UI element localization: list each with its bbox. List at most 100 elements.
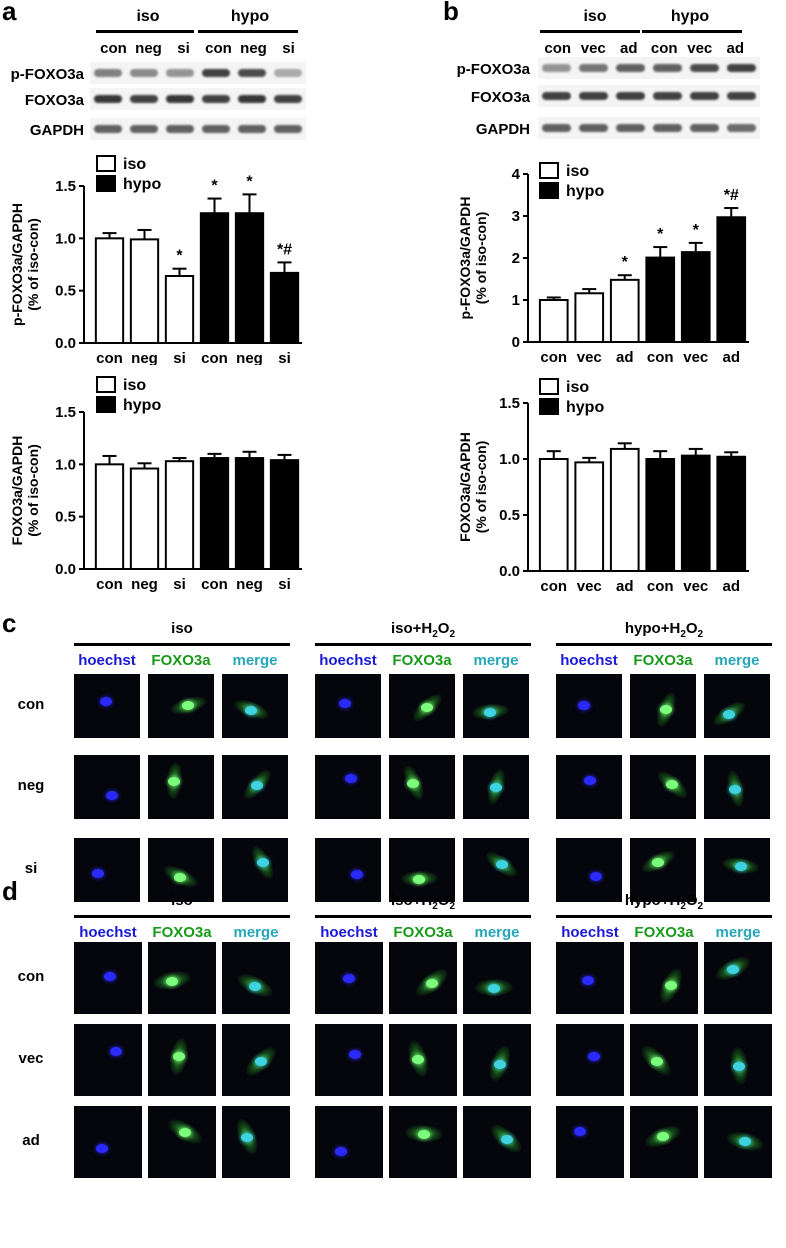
cell-nucleus xyxy=(343,974,355,983)
y-axis-label: (% of iso-con) xyxy=(25,444,41,537)
cell-nucleus xyxy=(488,984,501,994)
lane-label: neg xyxy=(135,40,162,57)
blot-band xyxy=(541,64,572,72)
lane-label: vec xyxy=(580,40,606,57)
y-tick-label: 1.0 xyxy=(55,456,76,473)
bar xyxy=(609,447,640,572)
channel-label: hoechst xyxy=(79,924,137,941)
y-tick-label: 0.0 xyxy=(55,561,76,578)
legend-label: iso xyxy=(566,163,589,180)
cell-nucleus xyxy=(334,1146,347,1156)
channel-label: merge xyxy=(715,924,761,941)
x-tick-label: neg xyxy=(236,350,263,365)
significance-label: * xyxy=(211,178,218,195)
bar xyxy=(609,278,640,343)
blot-label: GAPDH xyxy=(29,122,84,139)
blot-band xyxy=(273,95,303,103)
hoechst-image xyxy=(315,1024,383,1096)
merge-image xyxy=(463,755,529,819)
micrograph-grid-d: iso hoechst FOXO3a merge iso+H2O2 hoechst FOXO… xyxy=(0,888,786,1248)
cell-nucleus xyxy=(490,783,502,792)
channel-label: hoechst xyxy=(561,924,619,941)
bar xyxy=(538,458,569,572)
x-tick-label: si xyxy=(278,350,291,365)
lane-label: si xyxy=(282,40,295,57)
y-tick-label: 3 xyxy=(512,208,520,225)
x-tick-label: neg xyxy=(131,350,158,365)
cell-nucleus xyxy=(99,696,112,706)
group-bar-hypo-b xyxy=(642,30,742,33)
group-label-hypo-a: hypo xyxy=(230,8,270,25)
x-tick-label: si xyxy=(173,576,186,593)
subscript: 2 xyxy=(697,629,704,640)
group-bar-hypo-a xyxy=(198,30,298,33)
legend-swatch xyxy=(539,398,559,415)
hoechst-image xyxy=(315,755,381,819)
panel-letter-c: c xyxy=(2,608,17,638)
cell-nucleus xyxy=(484,707,497,717)
merge-image xyxy=(222,838,288,902)
hoechst-image xyxy=(556,942,624,1014)
foxo3a-image xyxy=(148,1024,216,1096)
channel-label: hoechst xyxy=(78,652,136,669)
blot-strip xyxy=(90,88,306,110)
blot-band xyxy=(615,124,646,132)
foxo3a-image xyxy=(389,942,457,1014)
merge-image xyxy=(704,1106,772,1178)
foxo3a-image xyxy=(630,1024,698,1096)
foxo3a-image xyxy=(630,838,696,902)
channel-label: merge xyxy=(474,924,520,941)
blot-band xyxy=(726,92,757,100)
panel-letter-b: b xyxy=(443,0,459,26)
x-tick-label: con xyxy=(647,578,674,595)
channel-label: merge xyxy=(473,652,519,669)
hoechst-image xyxy=(74,1024,142,1096)
subscript: 2 xyxy=(432,629,438,640)
subscript: 2 xyxy=(432,901,438,912)
cell-nucleus xyxy=(589,872,602,882)
row-label: vec xyxy=(18,1050,44,1067)
western-blot-a: p-FOXO3a FOXO3a GAPDH xyxy=(0,60,320,150)
blot-label: FOXO3a xyxy=(24,92,84,109)
bar xyxy=(574,461,605,572)
channel-label: merge xyxy=(714,652,760,669)
merge-image xyxy=(222,1106,290,1178)
merge-image xyxy=(222,1024,290,1096)
bar xyxy=(680,454,711,572)
subscript: 2 xyxy=(697,901,704,912)
bar xyxy=(716,216,747,343)
cell-nucleus xyxy=(664,981,677,991)
y-tick-label: 4 xyxy=(512,166,521,183)
blot-band xyxy=(93,95,123,103)
y-axis-label: p-FOXO3a/GAPDH xyxy=(9,203,25,326)
cell-nucleus xyxy=(178,1127,191,1137)
cell-nucleus xyxy=(495,860,508,870)
legend-label: hypo xyxy=(566,183,604,200)
blot-band xyxy=(689,92,720,100)
panel-letter-d: d xyxy=(2,876,18,906)
y-tick-label: 0.5 xyxy=(55,509,76,526)
hoechst-image xyxy=(74,1106,142,1178)
x-tick-label: con xyxy=(540,578,567,595)
x-tick-label: con xyxy=(540,349,567,366)
blot-band xyxy=(541,124,572,132)
cell-nucleus xyxy=(727,964,740,974)
bar xyxy=(716,455,747,572)
merge-image xyxy=(222,942,290,1014)
channel-label: merge xyxy=(233,924,279,941)
legend-label: hypo xyxy=(566,399,604,416)
y-tick-label: 0.0 xyxy=(499,563,520,580)
merge-image xyxy=(704,1024,772,1096)
x-tick-label: ad xyxy=(722,349,740,366)
cell-nucleus xyxy=(338,698,351,708)
row-label: con xyxy=(17,968,45,985)
blot-band xyxy=(689,124,720,132)
bar xyxy=(680,251,711,343)
blot-band xyxy=(165,125,195,133)
significance-label: * xyxy=(176,248,183,265)
lane-label: ad xyxy=(619,40,638,57)
western-blot-b: p-FOXO3a FOXO3a GAPDH xyxy=(440,55,770,145)
cell-nucleus xyxy=(660,705,673,715)
condition-bar xyxy=(315,643,531,646)
